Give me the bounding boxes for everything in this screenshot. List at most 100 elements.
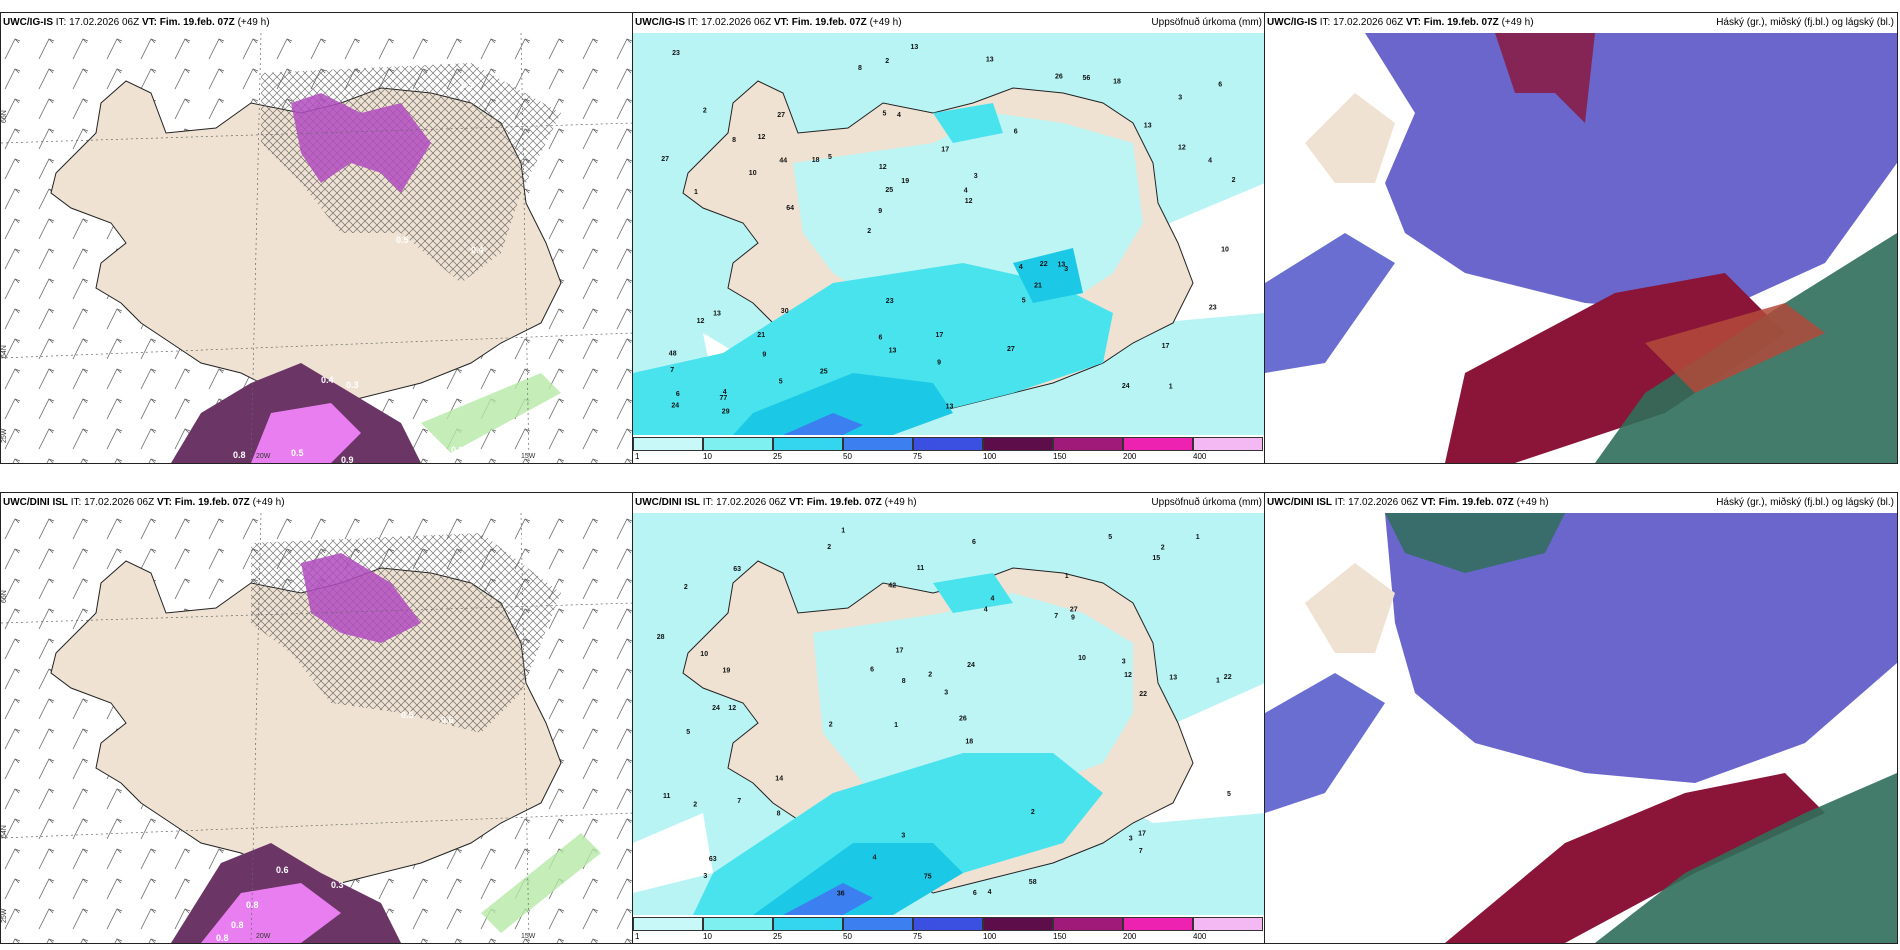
precip-value: 2 — [827, 544, 831, 551]
precip-value: 9 — [878, 208, 882, 215]
cloud-map-svg — [1265, 33, 1897, 463]
snow-value: 0.3 — [351, 535, 364, 545]
precip-value: 6 — [1218, 82, 1222, 89]
precip-value: 6 — [972, 539, 976, 546]
precip-value: 13 — [1058, 261, 1066, 268]
precip-value: 4 — [984, 607, 988, 614]
colorbar-swatch — [913, 437, 983, 451]
precip-value: 24 — [1122, 383, 1130, 390]
precip-colorbar: 1 10 25 50 75 100 150 200 400 — [633, 435, 1265, 463]
precip-value: 3 — [901, 833, 905, 840]
colorbar-tick: 100 — [983, 452, 997, 461]
precip-value: 17 — [941, 147, 949, 154]
colorbar-tick: 50 — [843, 452, 852, 461]
snow-map-panel-bottom: UWC/DINI ISL IT: 17.02.2026 06Z VT: Fim.… — [0, 492, 634, 944]
precip-value: 3 — [974, 173, 978, 180]
precip-value: 48 — [669, 351, 677, 358]
precip-value: 12 — [697, 318, 705, 325]
precip-value: 5 — [1227, 791, 1231, 798]
precip-value: 2 — [703, 107, 707, 114]
precip-value: 6 — [973, 890, 977, 897]
precip-value: 6 — [879, 335, 883, 342]
precip-value: 13 — [986, 57, 994, 64]
precip-value: 4 — [873, 855, 877, 862]
precip-value: 27 — [661, 156, 669, 163]
precip-value: 19 — [723, 667, 731, 674]
colorbar-tick: 10 — [703, 932, 712, 941]
precip-value: 21 — [1034, 283, 1042, 290]
snow-value: 0.9 — [341, 455, 354, 463]
iceland-land-exposed — [1305, 93, 1395, 183]
precip-value: 1 — [894, 722, 898, 729]
lon-label: 15W — [521, 933, 536, 940]
precip-value: 64 — [786, 205, 794, 212]
colorbar-tick: 10 — [703, 452, 712, 461]
precip-south — [633, 263, 1113, 435]
precip-value: 3 — [944, 690, 948, 697]
lon-label: 20W — [256, 933, 271, 940]
panel-header: UWC/IG-IS IT: 17.02.2026 06Z VT: Fim. 19… — [1265, 13, 1897, 33]
colorbar-tick: 75 — [913, 452, 922, 461]
snow-value: 0.5 — [291, 448, 304, 458]
precip-core — [783, 413, 863, 435]
precip-value: 24 — [671, 402, 679, 409]
precip-value: 2 — [885, 58, 889, 65]
precip-value: 3 — [1064, 266, 1068, 273]
precip-value: 11 — [917, 565, 925, 572]
colorbar-swatch — [843, 917, 913, 931]
colorbar-swatch — [1193, 917, 1263, 931]
colorbar-tick: 150 — [1053, 452, 1067, 461]
colorbar-swatch — [1053, 917, 1123, 931]
precip-value: 10 — [1078, 655, 1086, 662]
panel-header: UWC/IG-IS IT: 17.02.2026 06Z VT: Fim. 19… — [633, 13, 1265, 33]
precip-value: 27 — [1007, 346, 1015, 353]
colorbar-swatch — [913, 917, 983, 931]
snow-value: 0.4 — [321, 375, 334, 385]
colorbar-swatch — [983, 437, 1053, 451]
snow-band-south-core — [201, 883, 341, 943]
colorbar-swatch — [1123, 437, 1193, 451]
precip-value: 1 — [1196, 534, 1200, 541]
precip-value: 15 — [1152, 555, 1160, 562]
precip-value: 12 — [1124, 672, 1132, 679]
precip-value: 10 — [749, 170, 757, 177]
colorbar-tick: 25 — [773, 932, 782, 941]
precip-value: 11 — [663, 793, 671, 800]
snow-value: 0.8 — [231, 920, 244, 930]
snow-value: 0.8 — [233, 450, 246, 460]
snow-map-svg: 0.3 0.4 0.5 0.6 0.6 0.3 0.8 0.8 0.8 0.3 — [1, 513, 633, 943]
colorbar-tick: 75 — [913, 932, 922, 941]
precip-value: 23 — [1209, 304, 1217, 311]
precip-value: 13 — [911, 44, 919, 51]
precip-south-strong — [753, 843, 963, 915]
precip-value: 22 — [1224, 674, 1232, 681]
precip-value: 1 — [841, 528, 845, 535]
precip-value: 12 — [965, 198, 973, 205]
cloud-title: Háský (gr.), miðský (fj.bl.) og lágský (… — [1716, 497, 1894, 508]
precip-value: 2 — [684, 584, 688, 591]
snow-value: 0.6 — [441, 715, 454, 725]
precip-value: 42 — [888, 583, 896, 590]
precip-value: 8 — [732, 137, 736, 144]
colorbar-tick: 150 — [1053, 932, 1067, 941]
lon-label: 20W — [256, 453, 271, 460]
precip-value: 13 — [1144, 122, 1152, 129]
colorbar-swatch — [843, 437, 913, 451]
precip-value: 2 — [1031, 809, 1035, 816]
cloud-map-svg — [1265, 513, 1897, 943]
precip-value: 2 — [693, 801, 697, 808]
colorbar-swatch — [633, 437, 703, 451]
snow-value: 0.5 — [401, 710, 414, 720]
snow-value: 0.4 — [471, 245, 484, 255]
precip-patch-e — [1013, 248, 1083, 303]
precip-value: 44 — [779, 158, 787, 165]
precip-value: 36 — [837, 891, 845, 898]
precip-value: 24 — [712, 705, 720, 712]
high-cloud — [1365, 33, 1897, 313]
precip-value: 25 — [885, 187, 893, 194]
precip-value: 9 — [937, 360, 941, 367]
panel-header: UWC/IG-IS IT: 17.02.2026 06Z VT: Fim. 19… — [3, 17, 270, 28]
precip-value: 63 — [709, 856, 717, 863]
precip-value: 27 — [777, 112, 785, 119]
snow-value: 0.3 — [441, 930, 454, 940]
